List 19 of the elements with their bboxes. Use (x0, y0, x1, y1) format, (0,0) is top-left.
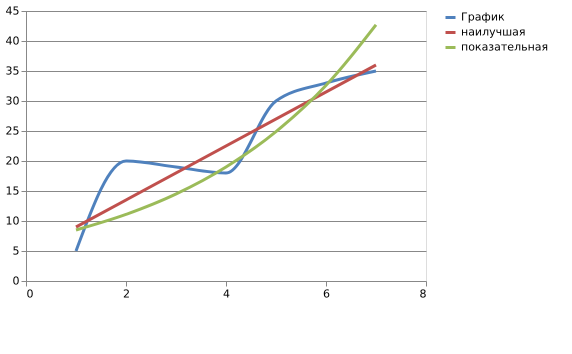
y-tick-label: 45 (6, 4, 20, 18)
line-series (74, 23, 378, 232)
y-tick-label: 10 (6, 214, 20, 228)
x-tick-label: 6 (323, 288, 330, 300)
y-tick-label: 0 (12, 274, 20, 288)
y-tick-label: 25 (6, 124, 20, 138)
y-tick-label: 35 (6, 64, 20, 78)
y-tick-label: 20 (6, 154, 20, 168)
legend-label: показательная (461, 40, 548, 54)
legend-label: График (461, 10, 505, 24)
y-tick-label: 15 (6, 184, 20, 198)
y-tick-label: 5 (12, 244, 20, 258)
x-tick-label: 4 (223, 288, 230, 300)
x-tick-label: 2 (123, 288, 130, 300)
y-tick-label: 40 (6, 34, 20, 48)
y-tick-label: 30 (6, 94, 20, 108)
x-tick-label: 0 (26, 288, 34, 300)
legend-label: наилучшая (461, 26, 526, 38)
x-tick-label: 8 (420, 288, 426, 300)
